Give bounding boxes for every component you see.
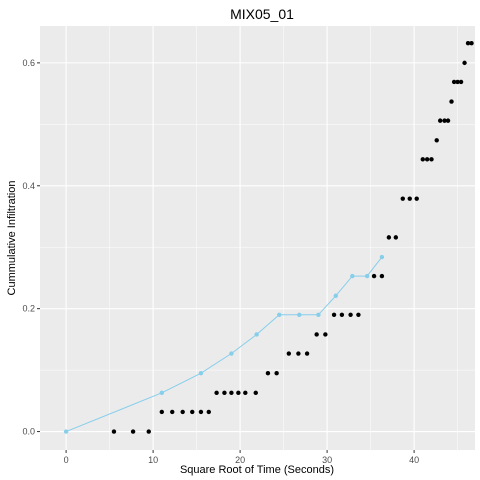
fitted-point [350, 273, 355, 279]
observed-point [449, 99, 454, 104]
x-axis-ticks: 0 10 20 30 40 [64, 450, 419, 465]
x-axis-title: Square Root of Time (Seconds) [180, 464, 334, 476]
observed-point [414, 196, 419, 201]
observed-point [236, 390, 241, 396]
x-tick-label: 0 [64, 455, 69, 465]
fitted-point [333, 293, 338, 298]
observed-point [243, 390, 248, 396]
fitted-point [254, 332, 259, 337]
observed-point [462, 60, 467, 66]
x-tick-label: 30 [322, 455, 332, 465]
fitted-point [198, 370, 204, 376]
chart-title: MIX05_01 [230, 6, 294, 22]
observed-point [434, 138, 439, 143]
observed-point [455, 79, 460, 85]
observed-point [198, 409, 204, 415]
observed-point [253, 390, 258, 396]
observed-point [386, 235, 392, 240]
fitted-point [63, 429, 69, 434]
observed-point [445, 118, 451, 123]
observed-point [465, 41, 471, 46]
observed-point [206, 409, 211, 415]
observed-point [314, 332, 319, 337]
y-tick-label: 0.0 [22, 427, 35, 437]
observed-point [331, 312, 337, 318]
plot-panel [40, 26, 475, 450]
y-tick-label: 0.2 [22, 304, 35, 314]
observed-series [111, 41, 474, 434]
observed-point [130, 429, 136, 434]
observed-point [222, 390, 227, 396]
observed-point [438, 118, 443, 123]
observed-point [286, 351, 292, 356]
observed-point [348, 312, 353, 318]
observed-point [323, 332, 328, 337]
observed-point [180, 409, 185, 415]
observed-point [304, 351, 310, 356]
observed-point [379, 273, 385, 279]
y-tick-label: 0.6 [22, 58, 35, 68]
y-axis-title: Cummulative Infiltration [6, 181, 18, 296]
observed-point [393, 235, 399, 240]
observed-point [442, 118, 447, 123]
grid-minor [40, 26, 475, 450]
observed-point [190, 409, 195, 415]
observed-point [451, 79, 457, 85]
y-axis-ticks: 0.0 0.2 0.4 0.6 [22, 58, 40, 437]
observed-point [274, 370, 279, 376]
observed-point [265, 370, 271, 376]
observed-point [371, 273, 377, 279]
x-tick-label: 20 [235, 455, 245, 465]
fitted-line [65, 256, 383, 433]
y-tick-label: 0.4 [22, 181, 35, 191]
observed-point [159, 409, 164, 415]
observed-point [214, 390, 219, 396]
observed-point [458, 79, 464, 85]
observed-point [400, 196, 405, 201]
fitted-point [316, 312, 321, 318]
fitted-point [379, 254, 385, 260]
observed-point [339, 312, 345, 318]
observed-point [111, 429, 117, 434]
fitted-point [229, 351, 234, 356]
observed-point [170, 409, 175, 415]
x-tick-label: 40 [409, 455, 419, 465]
fitted-point [297, 312, 302, 318]
observed-point [469, 41, 474, 46]
fitted-point [277, 312, 282, 318]
observed-point [407, 196, 412, 201]
observed-point [146, 429, 151, 434]
observed-point [429, 157, 434, 162]
fitted-series [63, 254, 385, 434]
observed-point [420, 157, 425, 162]
observed-point [229, 390, 234, 396]
observed-point [356, 312, 361, 318]
fitted-point [159, 390, 164, 396]
fitted-point [364, 273, 370, 279]
observed-point [424, 157, 430, 162]
x-tick-label: 10 [148, 455, 158, 465]
observed-point [296, 351, 301, 356]
